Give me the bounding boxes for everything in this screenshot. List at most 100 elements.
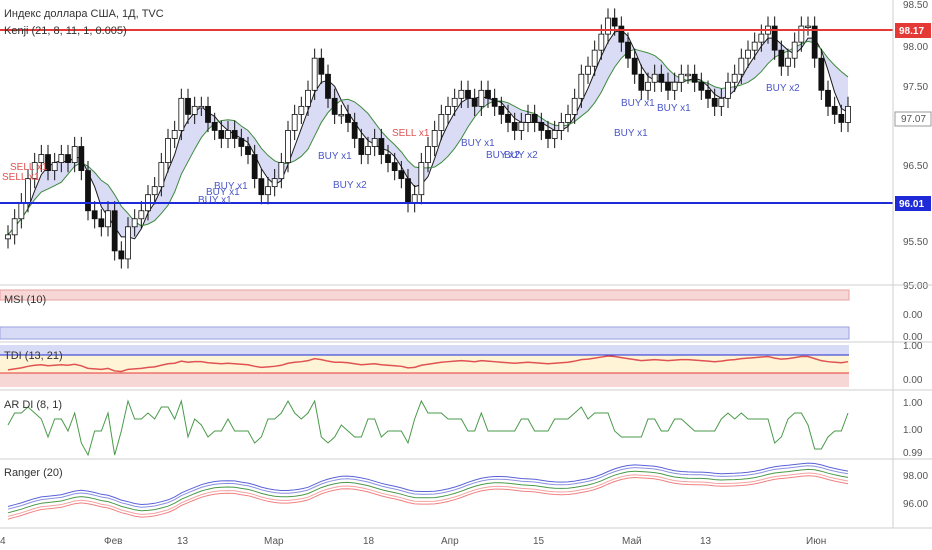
candle-body-up [51,162,58,171]
candle [258,168,265,205]
candle-body-down [611,17,618,27]
ardi-panel[interactable]: AR DI (8, 1) 1.00 1.00 0.99 [0,389,932,459]
buy-signal-label: BUY x1 [614,128,648,139]
candle [51,152,58,181]
candle-body-down [238,138,245,147]
candle [445,96,451,125]
candle [625,32,631,68]
candle [318,48,325,84]
msi-upper-band [0,289,850,301]
candle-body-up [791,41,798,59]
candle-body-down [398,170,405,180]
candle-body-up [605,17,611,35]
candle-body-up [738,57,745,75]
candle-body-up [431,130,438,147]
candle-body-up [311,57,318,91]
candle-body-up [105,210,111,228]
time-axis[interactable]: 4 Фев 13 Мар 18 Апр 15 Май 13 Июн [0,527,932,547]
candle [725,72,731,108]
candle [738,48,745,84]
candle [438,104,445,141]
ardi-tick: 1.00 [903,398,923,409]
main-price-pane[interactable]: Индекс доллара США, 1Д, TVC Kenji (21, 8… [0,0,893,285]
candle-body-up [291,114,298,131]
candle-body-down [691,73,698,83]
price-axis[interactable]: 98.50 98.00 97.50 97.07 96.50 95.50 95.0… [892,0,932,528]
candle [578,64,585,108]
candle [491,88,498,117]
candle-body-up [451,97,458,107]
time-tick: 13 [700,536,712,547]
candle [291,104,298,141]
candle [91,201,98,229]
candle-body-up [525,114,531,123]
candle-body-up [371,138,378,147]
time-tick: Фев [104,536,122,547]
candle [691,64,698,92]
tdi-tick: 0.00 [903,375,923,386]
candle-body-up [305,89,311,107]
candle-body-up [598,33,605,51]
candle [771,16,778,60]
candle-body-down [78,146,85,171]
candle-body-down [531,114,538,123]
candle [505,104,511,133]
msi-panel[interactable]: MSI (10) 0.00 0.00 [0,284,932,343]
candle-body-down [211,122,218,131]
candle-body-up [445,105,451,115]
candle-body-down [111,210,118,252]
ranger-panel[interactable]: Ranger (20) 98.00 96.00 [0,458,932,520]
candle [531,104,538,133]
tdi-panel[interactable]: TDI (13, 21) 1.00 0.00 [0,341,932,387]
candle-body-down [511,122,518,131]
ranger-tick: 98.00 [903,471,928,482]
candle [671,72,678,100]
candle-body-up [31,162,38,180]
candle [11,209,18,245]
candle-body-up [58,154,65,163]
candle-body-down [331,97,338,115]
candle-body-up [845,105,851,123]
candle-body-down [505,114,511,123]
candle-body-up [805,25,811,28]
ranger-band-line [7,465,849,510]
candle-body-down [825,89,831,107]
candle-body-up [518,122,525,131]
candle [631,48,638,84]
candle-body-up [478,89,485,107]
candle [238,128,245,157]
candle-body-up [758,33,765,43]
buy-signal-label: BUY x1 [657,103,691,114]
candle-body-down [118,250,125,260]
candle [165,128,171,173]
candle-body-down [245,146,251,155]
candle [131,209,138,237]
cloud-area [8,30,848,239]
candle-body-up [425,146,431,163]
candle [71,136,78,173]
price-tick: 97.50 [903,82,928,93]
candle-body-down [698,81,705,91]
candle [838,104,845,133]
candle [225,120,231,149]
candle-body-down [231,130,238,139]
candle [251,144,258,189]
candle [818,48,825,100]
candle-body-down [631,57,638,75]
candle [231,120,238,149]
candle-body-up [125,226,131,260]
candle [451,88,458,117]
candle [358,128,365,165]
candle-body-up [131,218,138,228]
candle [191,96,198,125]
candle [431,120,438,157]
ranger-band-line [7,468,849,514]
ranger-band-line [7,472,849,517]
candle [611,8,618,36]
candle-body-down [91,210,98,220]
support-badge [895,196,931,211]
candle-body-up [651,73,658,83]
candle [511,112,518,141]
time-tick: Май [622,536,642,547]
